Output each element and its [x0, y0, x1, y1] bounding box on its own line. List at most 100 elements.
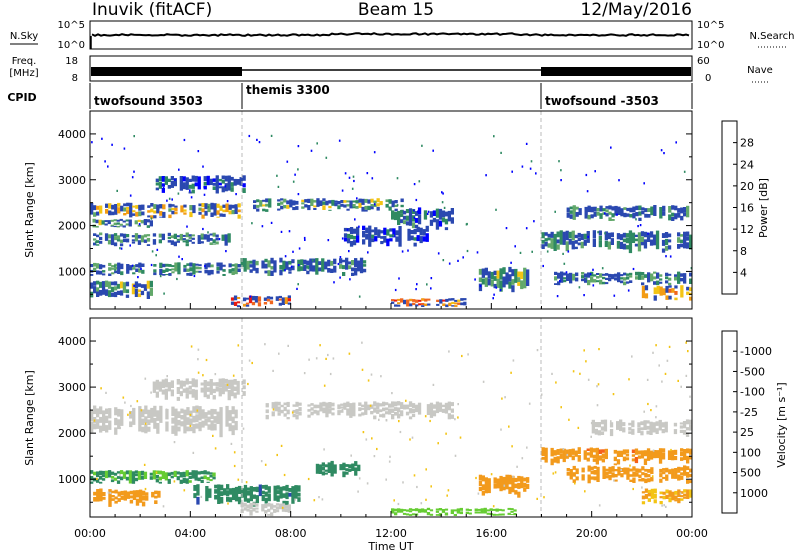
- heatmap-cell: [580, 241, 584, 249]
- heatmap-cell: [394, 512, 398, 516]
- heatmap-cell: [593, 465, 597, 469]
- heatmap-speck: [531, 250, 533, 253]
- heatmap-cell: [252, 502, 256, 506]
- heatmap-cell: [674, 213, 678, 220]
- heatmap-cell: [603, 419, 608, 432]
- heatmap-cell: [400, 298, 404, 303]
- heatmap-cell: [256, 199, 260, 203]
- heatmap-cell: [188, 480, 192, 483]
- heatmap-cell: [629, 479, 633, 482]
- heatmap-cell: [210, 264, 214, 268]
- heatmap-cell: [593, 279, 597, 283]
- heatmap-cell: [422, 229, 426, 236]
- heatmap-cell: [611, 213, 615, 218]
- heatmap-cell: [90, 282, 94, 289]
- heatmap-cell: [421, 298, 425, 301]
- heatmap-cell: [295, 409, 299, 415]
- heatmap-cell: [119, 243, 124, 247]
- heatmap-cell: [164, 378, 168, 388]
- heatmap-cell: [598, 449, 602, 454]
- cpid-strip: CPID twofsound 3503 themis 3300 twofsoun…: [7, 83, 693, 109]
- heatmap-cell: [644, 293, 649, 299]
- heatmap-cell: [625, 233, 630, 238]
- freq-block-left: [91, 67, 242, 76]
- heatmap-cell: [569, 469, 573, 480]
- heatmap-speck: [200, 495, 203, 498]
- heatmap-speck: [426, 212, 429, 215]
- heatmap-cell: [499, 475, 503, 492]
- heatmap-cell: [679, 425, 684, 429]
- heatmap-cell: [441, 408, 446, 413]
- heatmap-cell: [391, 508, 395, 514]
- heatmap-speck: [183, 489, 186, 492]
- heatmap-cell: [230, 182, 234, 187]
- heatmap-cell: [661, 448, 666, 453]
- heatmap-cell: [116, 219, 120, 222]
- heatmap-cell: [398, 226, 402, 247]
- heatmap-cell: [216, 270, 220, 274]
- heatmap-cell: [120, 495, 124, 500]
- heatmap-cell: [132, 272, 136, 275]
- heatmap-cell: [93, 212, 97, 217]
- heatmap-cell: [236, 297, 241, 299]
- heatmap-cell: [581, 467, 585, 473]
- heatmap-cell: [451, 305, 455, 307]
- heatmap-cell: [179, 472, 183, 478]
- heatmap-cell: [107, 239, 112, 245]
- y-tick-label: 1000: [58, 473, 86, 486]
- heatmap-speck: [670, 448, 672, 452]
- heatmap-cell: [541, 447, 545, 452]
- heatmap-speck: [572, 370, 575, 373]
- heatmap-cell: [349, 234, 354, 240]
- heatmap-speck: [475, 476, 477, 480]
- heatmap-cell: [162, 274, 166, 276]
- heatmap-cell: [207, 270, 211, 276]
- heatmap-cell: [278, 298, 282, 301]
- heatmap-cell: [104, 223, 108, 226]
- heatmap-cell: [246, 260, 250, 270]
- heatmap-cell: [487, 278, 491, 286]
- heatmap-speck: [492, 505, 495, 508]
- heatmap-cell: [593, 206, 597, 212]
- heatmap-cell: [132, 264, 136, 268]
- heatmap-cell: [667, 239, 672, 243]
- heatmap-cell: [176, 238, 180, 241]
- heatmap-cell: [410, 235, 414, 241]
- heatmap-speck: [225, 250, 227, 253]
- heatmap-speck: [290, 265, 293, 268]
- y-tick-label: 4000: [58, 335, 86, 348]
- heatmap-cell: [590, 214, 594, 219]
- heatmap-speck: [286, 160, 289, 163]
- heatmap-cell: [438, 508, 443, 511]
- heatmap-speck: [397, 502, 400, 506]
- heatmap-cell: [264, 497, 268, 504]
- heatmap-cell: [153, 215, 157, 219]
- heatmap-speck: [129, 411, 131, 414]
- heatmap-cell: [167, 232, 171, 236]
- heatmap-cell: [563, 277, 567, 280]
- heatmap-region: [566, 465, 693, 484]
- heatmap-cell: [444, 402, 449, 414]
- heatmap-cell: [143, 219, 147, 226]
- heatmap-speck: [276, 174, 278, 177]
- heatmap-cell: [644, 274, 648, 278]
- heatmap-cell: [568, 231, 572, 239]
- heatmap-cell: [242, 379, 246, 385]
- heatmap-cell: [379, 201, 383, 206]
- heatmap-cell: [316, 404, 320, 409]
- heatmap-cell: [568, 449, 572, 458]
- heatmap-speck: [482, 380, 485, 383]
- heatmap-cell: [230, 297, 235, 301]
- heatmap-cell: [198, 203, 202, 207]
- heatmap-cell: [659, 286, 663, 296]
- heatmap-speck: [131, 264, 134, 267]
- heatmap-cell: [554, 283, 558, 285]
- heatmap-cell: [426, 512, 431, 515]
- heatmap-cell: [662, 205, 666, 212]
- heatmap-cell: [499, 280, 503, 292]
- heatmap-cell: [569, 210, 573, 214]
- heatmap-cell: [206, 381, 210, 387]
- heatmap-cell: [638, 217, 642, 221]
- heatmap-cell: [183, 264, 187, 268]
- heatmap-cell: [421, 303, 425, 306]
